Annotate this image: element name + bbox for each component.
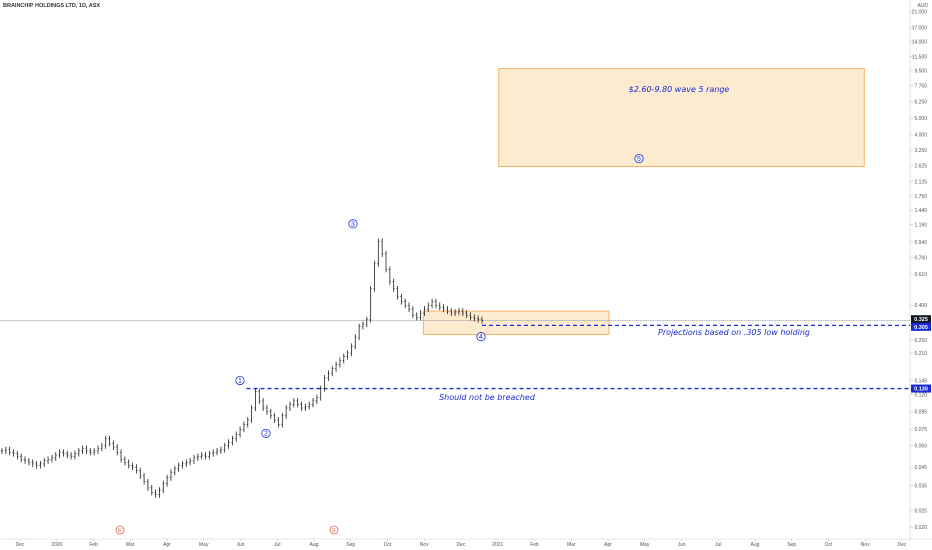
wave-4-marker bbox=[476, 332, 486, 342]
price-tick-label: 0.145 bbox=[914, 378, 927, 384]
price-tick-label: 0.045 bbox=[914, 465, 927, 471]
time-tick-label: Oct bbox=[384, 542, 392, 548]
time-tick-label: Sep bbox=[787, 542, 796, 548]
time-tick-label: Jul bbox=[715, 542, 721, 548]
price-tick-label: 17.000 bbox=[912, 25, 928, 31]
time-tick-label: Nov bbox=[420, 542, 429, 548]
price-tick-label: 1.190 bbox=[914, 222, 927, 228]
price-tick-label: 0.940 bbox=[914, 240, 927, 246]
price-tick-label: 0.035 bbox=[914, 484, 927, 490]
price-tick-label: 0.210 bbox=[914, 351, 927, 357]
price-tick-label: 5.000 bbox=[914, 116, 927, 122]
wave-4-label: 4 bbox=[479, 334, 483, 341]
price-tick-label: 3.250 bbox=[914, 148, 927, 154]
time-tick-label: Nov bbox=[861, 542, 870, 548]
price-tick-label: 0.250 bbox=[914, 338, 927, 344]
price-tick-label: 0.025 bbox=[914, 508, 927, 514]
price-tick-label: 21.000 bbox=[912, 10, 928, 16]
time-tick-label: Dec bbox=[898, 542, 907, 548]
wave-5-marker bbox=[634, 153, 644, 164]
wave-5-label: 5 bbox=[637, 156, 641, 163]
price-tick-label: 6.250 bbox=[914, 99, 927, 105]
time-tick-label: Feb bbox=[530, 542, 539, 548]
event-marker-label: E bbox=[118, 528, 122, 534]
event-marker[interactable] bbox=[329, 525, 339, 535]
price-tick-label: 14.000 bbox=[912, 40, 928, 46]
event-marker-label: E bbox=[332, 528, 336, 534]
time-tick-label: 2021 bbox=[492, 542, 503, 548]
time-tick-label: Feb bbox=[89, 542, 98, 548]
price-tick-label: 2.125 bbox=[914, 179, 927, 185]
time-tick-label: Dec bbox=[16, 542, 25, 548]
time-tick-label: Dec bbox=[457, 542, 466, 548]
time-tick-label: Sep bbox=[346, 542, 355, 548]
time-tick-label: Apr bbox=[604, 542, 612, 548]
projection-annotation: Projections based on .305 low holding bbox=[658, 328, 810, 337]
wave-1-label: 1 bbox=[238, 378, 242, 385]
price-tick-label: 0.760 bbox=[914, 256, 927, 262]
price-tick-label: 1.750 bbox=[914, 194, 927, 200]
price-tick-label: 0.120 bbox=[914, 392, 927, 398]
chart-title: BRAINCHIP HOLDINGS LTD, 1D, ASX bbox=[3, 3, 100, 9]
price-series bbox=[0, 238, 484, 498]
price-tick-label: 2.625 bbox=[914, 164, 927, 170]
time-tick-label: Oct bbox=[825, 542, 833, 548]
time-tick-label: Jun bbox=[236, 542, 244, 548]
time-tick-label: Jul bbox=[274, 542, 280, 548]
price-tick-label: 0.400 bbox=[914, 303, 927, 309]
price-tick-label: 9.500 bbox=[914, 68, 927, 74]
axis-price-labels: 0.325 0.305 0.130 bbox=[911, 315, 931, 393]
time-tick-label: May bbox=[199, 542, 209, 548]
time-tick-label: Aug bbox=[751, 542, 760, 548]
wave-2-marker bbox=[261, 428, 271, 438]
price-tick-label: 7.750 bbox=[914, 84, 927, 90]
level-price-label-1 bbox=[911, 384, 931, 393]
wave-3-label: 3 bbox=[351, 221, 355, 228]
currency-label: AUD bbox=[917, 3, 928, 9]
time-tick-label: Mar bbox=[126, 542, 135, 548]
time-tick-label: 2020 bbox=[51, 542, 62, 548]
wave5-range-annotation: $2.60-9.80 wave 5 range bbox=[629, 85, 730, 94]
wave-1-marker bbox=[235, 375, 245, 386]
time-tick-label: Mar bbox=[567, 542, 576, 548]
level-price-label-0 bbox=[911, 322, 931, 331]
price-tick-label: 0.020 bbox=[914, 525, 927, 531]
price-tick-label: 11.500 bbox=[912, 54, 927, 60]
support-annotation: Should not be breached bbox=[439, 393, 536, 402]
current-price-label-text: 0.325 bbox=[914, 317, 928, 323]
time-tick-label: Apr bbox=[163, 542, 171, 548]
current-price-label bbox=[911, 315, 931, 324]
price-tick-label: 4.000 bbox=[914, 133, 927, 139]
price-axis: 0.020 0.025 0.035 0.045 0.060 0.075 0.095 0.120… bbox=[910, 10, 927, 531]
wave4-support-zone bbox=[422, 310, 610, 335]
wave-labels: 1 2 3 4 5 bbox=[235, 153, 644, 438]
price-tick-label: 0.075 bbox=[914, 427, 927, 433]
levels bbox=[0, 320, 910, 390]
time-tick-label: Jun bbox=[677, 542, 685, 548]
level-price-label-0-text: 0.305 bbox=[914, 325, 928, 331]
price-tick-label: 0.610 bbox=[914, 272, 927, 278]
price-tick-label: 1.440 bbox=[914, 208, 927, 214]
level-price-label-1-text: 0.130 bbox=[914, 387, 928, 393]
time-tick-label: Aug bbox=[310, 542, 319, 548]
event-marker[interactable] bbox=[115, 525, 125, 535]
time-axis: Dec 2020 Feb Mar Apr May Jun Jul Aug Sep Oct Nov Dec… bbox=[16, 539, 907, 548]
wave-3-marker bbox=[348, 219, 358, 229]
price-tick-label: 0.095 bbox=[914, 410, 927, 416]
wave5-target-zone bbox=[498, 67, 865, 168]
wave-2-label: 2 bbox=[264, 431, 268, 438]
time-tick-label: May bbox=[640, 542, 650, 548]
price-tick-label: 0.060 bbox=[914, 444, 927, 450]
zones bbox=[422, 67, 865, 335]
